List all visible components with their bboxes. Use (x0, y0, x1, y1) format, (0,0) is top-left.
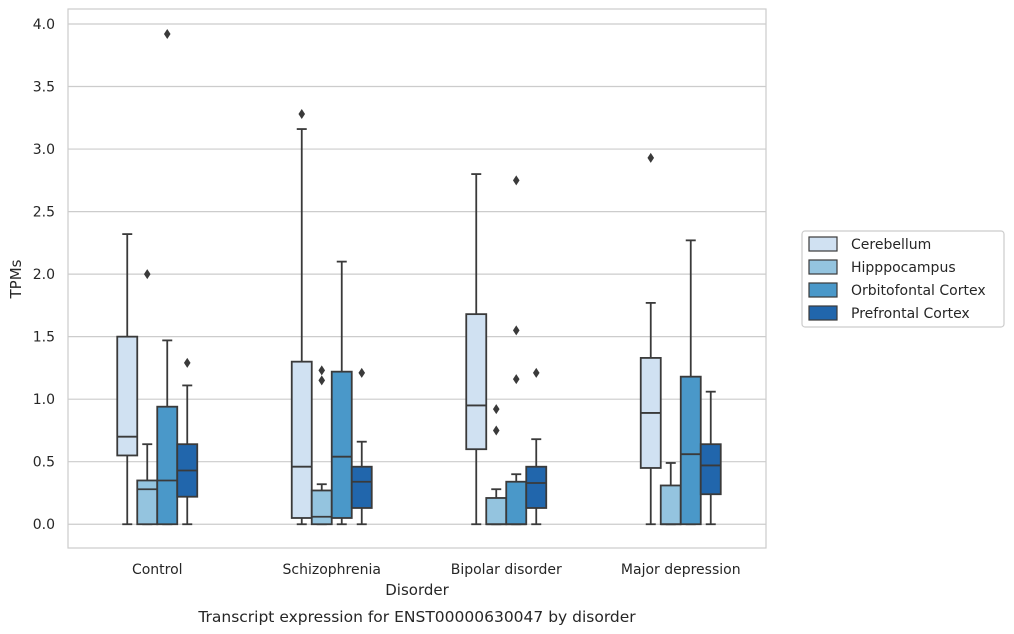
y-tick-label: 1.0 (33, 392, 55, 408)
box-hipppocampus (659, 462, 682, 526)
box-orbitofontal-cortex (156, 29, 179, 526)
box (485, 497, 508, 526)
box-cerebellum (116, 233, 139, 526)
x-tick-label: Bipolar disorder (451, 562, 562, 578)
y-tick-label: 3.0 (33, 142, 55, 158)
y-tick-label: 3.5 (33, 80, 55, 96)
outlier-point (163, 29, 171, 40)
box (290, 360, 313, 519)
outlier-point (298, 109, 306, 120)
box-prefrontal-cortex (699, 390, 722, 526)
box (136, 479, 159, 526)
legend: Cerebellum Hipppocampus Orbitofontal Corte… (801, 230, 1005, 328)
box (505, 480, 528, 526)
box-orbitofontal-cortex (679, 239, 702, 526)
y-tick-label: 2.5 (33, 205, 55, 221)
legend-swatch (808, 236, 838, 252)
outlier-point (512, 175, 520, 186)
figure-caption: Transcript expression for ENST0000063004… (197, 608, 636, 626)
box-hipppocampus (136, 269, 159, 526)
legend-frame (801, 230, 1005, 328)
x-axis-label: Disorder (385, 581, 449, 599)
box (525, 465, 548, 509)
plot-area-frame (67, 8, 767, 549)
legend-entry-label: Orbitofontal Cortex (851, 283, 986, 299)
x-tick-labels: Control Schizophrenia Bipolar disorder Majo… (132, 562, 741, 578)
box (465, 313, 488, 451)
box-hipppocampus (310, 365, 333, 526)
legend-entry-label: Hipppocampus (851, 260, 956, 276)
outlier-point (512, 374, 520, 385)
outlier-point (512, 325, 520, 336)
x-tick-label: Schizophrenia (283, 562, 381, 578)
legend-swatch (808, 259, 838, 275)
box (310, 489, 333, 526)
legend-swatch (808, 282, 838, 298)
box-orbitofontal-cortex (330, 260, 353, 526)
outlier-point (358, 367, 366, 378)
box-prefrontal-cortex (176, 357, 199, 526)
x-tick-label: Control (132, 562, 183, 578)
outlier-point (532, 367, 540, 378)
outlier-point (183, 357, 191, 368)
y-tick-label: 4.0 (33, 17, 55, 33)
box-cerebellum (639, 152, 662, 526)
y-tick-label: 0.5 (33, 455, 55, 471)
box-prefrontal-cortex (525, 367, 548, 526)
box (699, 443, 722, 496)
outlier-point (492, 404, 500, 415)
y-tick-labels: 0.0 0.5 1.0 1.5 2.0 2.5 3.0 3.5 4.0 (33, 17, 55, 533)
box (659, 484, 682, 526)
box (156, 405, 179, 526)
legend-entry-label: Cerebellum (851, 237, 931, 253)
y-tick-label: 0.0 (33, 517, 55, 533)
y-tick-label: 2.0 (33, 267, 55, 283)
y-tick-label: 1.5 (33, 330, 55, 346)
box (116, 335, 139, 457)
box (350, 465, 373, 509)
outlier-point (647, 152, 655, 163)
x-tick-label: Major depression (621, 562, 741, 578)
outlier-point (318, 365, 326, 376)
box-prefrontal-cortex (350, 367, 373, 526)
y-axis-label: TPMs (7, 259, 25, 299)
box (330, 370, 353, 519)
outlier-point (492, 425, 500, 436)
box-orbitofontal-cortex (505, 175, 528, 526)
outlier-point (318, 375, 326, 386)
box-groups (116, 29, 722, 526)
outlier-point (143, 269, 151, 280)
box (679, 375, 702, 526)
legend-entry-label: Prefrontal Cortex (851, 306, 970, 322)
box-cerebellum (290, 109, 313, 526)
box-hipppocampus (485, 404, 508, 526)
legend-swatch (808, 305, 838, 321)
box-cerebellum (465, 173, 488, 526)
